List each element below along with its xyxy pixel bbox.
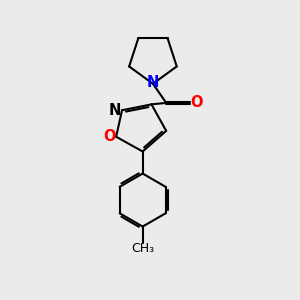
Text: O: O: [190, 95, 203, 110]
Text: CH₃: CH₃: [131, 242, 154, 255]
Text: N: N: [109, 103, 121, 118]
Text: N: N: [147, 75, 159, 90]
Text: O: O: [103, 129, 116, 144]
